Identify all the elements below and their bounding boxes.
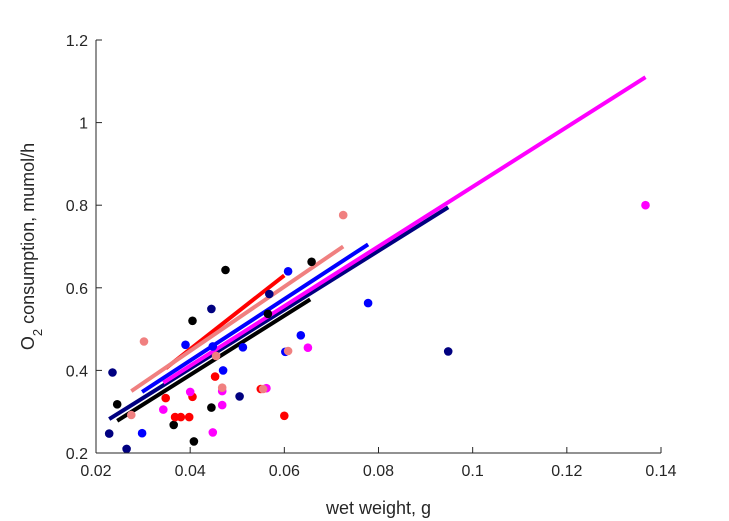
data-point-1-5 [207,403,216,412]
data-point-5-7 [303,343,313,353]
data-point-6-6 [283,346,293,356]
data-point-5-5 [217,400,227,410]
y-tick-label-4: 0.8 [66,198,88,215]
data-point-1-1 [112,400,122,409]
data-point-6-2 [139,337,149,346]
y-axis-label-main: O [18,336,38,350]
data-point-2-2 [181,340,190,350]
data-point-4-6 [210,372,220,381]
data-point-2-7 [283,267,293,276]
y-axis-label: O2 consumption, mumol/h [18,143,45,350]
data-point-2-3 [208,342,218,351]
y-tick-label-6: 1.2 [66,33,88,50]
x-tick-label-3: 0.06 [269,463,300,480]
data-point-5-3 [208,428,218,437]
data-point-2-9 [363,298,373,308]
y-axis-label-subscript: 2 [30,329,45,336]
fit-line-3 [108,205,450,421]
axes: 0.02 0.04 0.06 0.08 0.1 0.12 0.14 0.2 0.4 0.6 0.8 1… [66,33,677,480]
data-point-5-2 [185,387,195,397]
data-point-3-5 [235,392,244,401]
y-tick-label-5: 1 [79,116,88,133]
data-point-1-7 [263,309,273,319]
plot-marks [104,75,650,454]
x-tick-label-2: 0.04 [175,463,206,480]
data-point-3-3 [122,444,131,454]
x-tick-label-5: 0.1 [462,463,484,480]
data-point-1-2 [169,420,178,430]
data-point-6-3 [211,351,221,361]
data-point-5-1 [159,405,168,414]
data-point-2-1 [137,428,147,438]
data-point-6-1 [127,410,136,420]
data-point-2-5 [238,343,248,352]
data-point-4-8 [280,411,289,421]
data-point-1-3 [188,316,197,326]
data-point-3-2 [108,368,117,377]
fit-line-1 [116,297,312,423]
fit-line-5 [162,75,647,385]
data-point-6-4 [217,383,227,393]
data-point-3-4 [207,304,216,314]
data-point-1-6 [221,265,230,275]
fit-line-2 [141,242,370,394]
y-tick-label-2: 0.4 [66,363,88,380]
data-point-3-1 [104,429,114,438]
data-point-3-7 [443,347,453,356]
x-tick-label-1: 0.02 [80,463,111,480]
data-point-4-3 [176,412,186,422]
x-tick-label-4: 0.08 [363,463,394,480]
y-tick-label-1: 0.2 [66,446,88,463]
x-axis-label: wet weight, g [325,498,431,518]
data-point-5-8 [641,200,650,210]
x-tick-label-6: 0.12 [551,463,582,480]
y-axis-label-rest: consumption, mumol/h [18,143,38,329]
data-point-6-5 [258,384,268,394]
data-point-3-6 [265,289,274,299]
data-point-1-8 [307,257,316,267]
data-point-6-7 [338,210,348,220]
fit-line-6 [130,244,345,393]
data-point-4-4 [184,412,194,422]
data-point-2-4 [218,366,228,375]
y-tick-label-3: 0.6 [66,281,88,298]
x-tick-label-7: 0.14 [645,463,676,480]
data-point-1-4 [189,437,199,446]
data-point-2-8 [296,331,306,340]
data-point-4-1 [161,393,170,403]
